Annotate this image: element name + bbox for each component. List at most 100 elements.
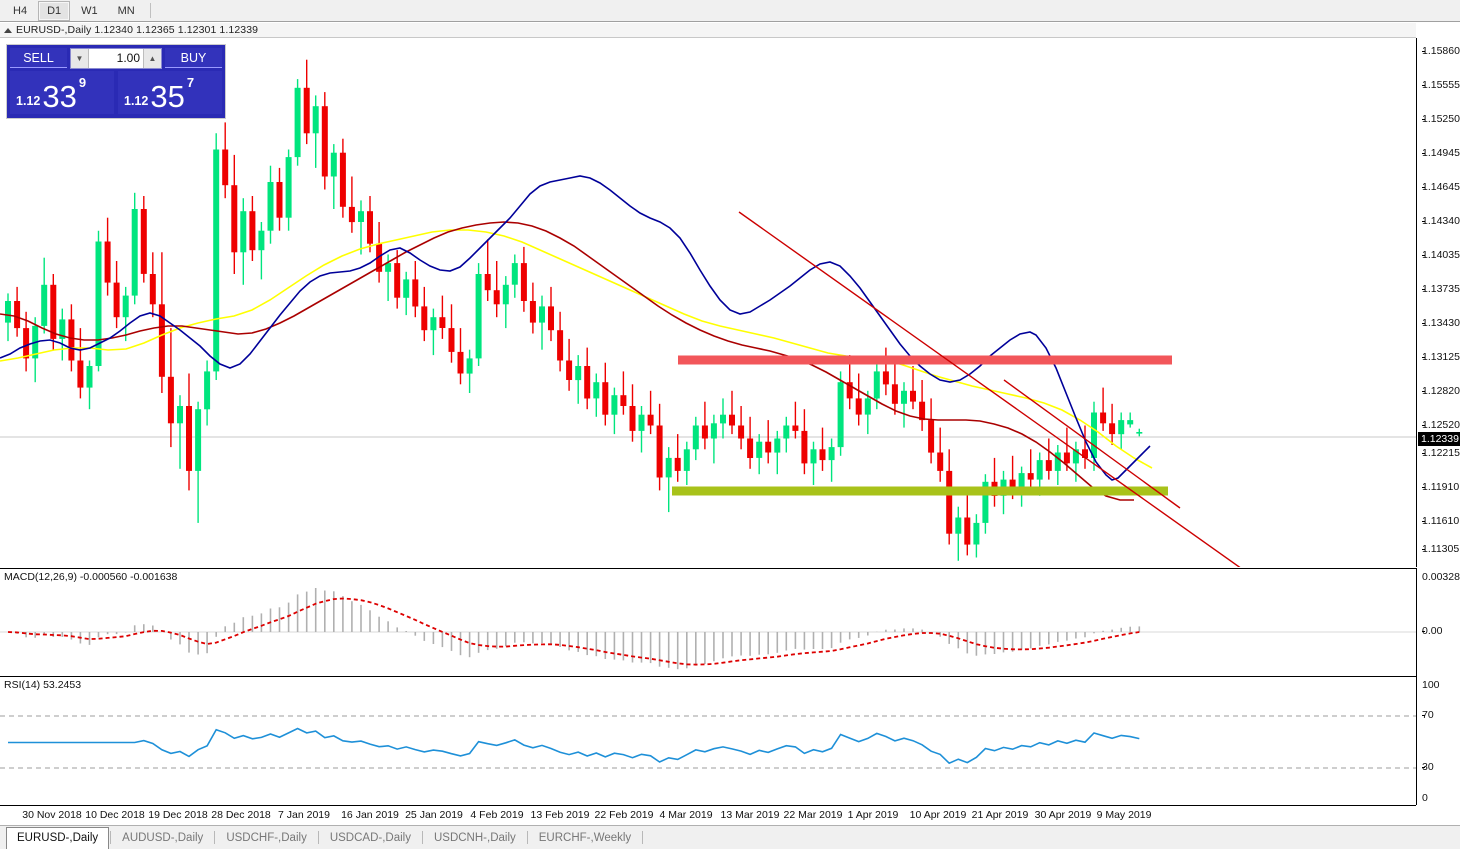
timeframe-w1[interactable]: W1 [81,4,98,17]
macd-tick-label: 0.00 [1422,625,1443,637]
macd-histogram [16,588,1141,670]
price-tick-label: 1.11610 [1422,515,1460,527]
price-tick: 1.15250 [1422,113,1460,125]
volume-stepper[interactable]: ▼ 1.00 ▲ [70,47,162,69]
rsi-tick-label: 0 [1422,792,1428,804]
ma-mid-line [0,221,1134,501]
date-tick: 21 Apr 2019 [971,809,1029,821]
timeframe-toolbar: H4 D1 W1 MN [0,0,1460,22]
tab-eurusd-daily[interactable]: EURUSD-,Daily [6,827,110,849]
price-tick-label: 1.13125 [1422,351,1460,363]
buy-price-cell[interactable]: 1.12 35 7 [118,71,222,114]
rsi-plot [0,715,1416,769]
rsi-tick-label: 70 [1422,709,1434,721]
price-tick: 1.12820 [1422,385,1460,397]
tab-divider [421,831,423,844]
rsi-tick: 0 [1422,792,1428,804]
price-plot[interactable] [0,38,1416,567]
ma-slow-line [0,229,1153,469]
sell-button[interactable]: SELL [10,48,67,68]
price-tick: 1.12215 [1422,447,1460,459]
price-tick-label: 1.14035 [1422,249,1460,261]
macd-tick: 0.00 [1422,625,1442,637]
timeframe-mn[interactable]: MN [117,4,135,17]
macd-tick-label: 0.003287 [1422,571,1460,583]
date-tick: 10 Dec 2018 [85,809,145,821]
rsi-pane[interactable]: RSI(14) 53.2453 [0,676,1416,805]
chart-titlebar: EURUSD-,Daily 1.12340 1.12365 1.12301 1.… [0,23,1416,38]
rsi-tick-label: 30 [1422,761,1434,773]
current-price-tag: 1.12339 [1418,432,1460,446]
collapse-triangle-icon[interactable] [4,27,12,33]
rsi-tick: 100 [1422,679,1440,691]
date-tick: 10 Apr 2019 [909,809,967,821]
price-tick: 1.14945 [1422,147,1460,159]
price-tick: 1.15555 [1422,79,1460,91]
chart-tab-bar: EURUSD-,Daily AUDUSD-,Daily USDCHF-,Dail… [0,825,1460,849]
date-tick: 28 Dec 2018 [211,809,271,821]
chevron-down-icon[interactable]: ▼ [71,48,89,68]
date-tick: 22 Feb 2019 [594,809,654,821]
price-tick: 1.13430 [1422,317,1460,329]
price-tick-label: 1.12820 [1422,385,1460,397]
tab-divider [214,831,216,844]
chevron-up-icon[interactable]: ▲ [143,48,161,68]
rsi-scale: 100 70 30 0 [1416,676,1460,805]
price-tick-label: 1.11910 [1422,481,1460,493]
one-click-trading-panel[interactable]: SELL ▼ 1.00 ▲ BUY 1.12 33 9 1.12 35 7 [6,44,226,119]
chart-title: EURUSD-,Daily 1.12340 1.12365 1.12301 1.… [16,24,259,36]
tab-divider [642,831,644,844]
date-scale[interactable]: 30 Nov 2018 10 Dec 2018 19 Dec 2018 28 D… [0,805,1416,823]
date-tick: 9 May 2019 [1096,809,1152,821]
buy-button[interactable]: BUY [165,48,222,68]
ma-fast-line [0,175,1151,481]
date-tick: 19 Dec 2018 [148,809,208,821]
price-tick: 1.14035 [1422,249,1460,261]
price-pane[interactable] [0,38,1416,567]
tab-divider [317,831,319,844]
price-tick-label: 1.14645 [1422,181,1460,193]
date-tick: 30 Nov 2018 [22,809,82,821]
tab-usdchf-daily[interactable]: USDCHF-,Daily [226,832,307,844]
chart-window: EURUSD-,Daily 1.12340 1.12365 1.12301 1.… [0,23,1460,825]
date-tick: 13 Feb 2019 [530,809,590,821]
trendline-lower[interactable] [1003,379,1181,509]
macd-plot [0,588,1416,670]
date-tick: 30 Apr 2019 [1034,809,1092,821]
sell-price-prefix: 1.12 [16,94,41,108]
price-tick-label: 1.11305 [1422,543,1460,555]
sell-price-cell[interactable]: 1.12 33 9 [10,71,114,114]
tab-usdcad-daily[interactable]: USDCAD-,Daily [329,832,411,844]
tab-usdcnh-daily[interactable]: USDCNH-,Daily [433,832,516,844]
rsi-label: RSI(14) 53.2453 [4,679,82,691]
date-tick: 13 Mar 2019 [720,809,780,821]
price-tick-label: 1.15860 [1422,45,1460,57]
tab-audusd-daily[interactable]: AUDUSD-,Daily [122,832,204,844]
tab-divider [110,831,112,844]
volume-input[interactable]: 1.00 [116,51,140,65]
date-tick: 22 Mar 2019 [783,809,843,821]
timeframe-h4[interactable]: H4 [13,4,28,17]
price-tick-label: 1.12520 [1422,419,1460,431]
price-tick-label: 1.14340 [1422,215,1460,227]
price-tick: 1.12520 [1422,419,1460,431]
buy-price-big: 35 [150,79,185,114]
price-tick-label: 1.15555 [1422,79,1460,91]
price-tick-label: 1.13430 [1422,317,1460,329]
toolbar-divider [149,3,151,18]
price-tick-label: 1.13735 [1422,283,1460,295]
tab-eurchf-weekly[interactable]: EURCHF-,Weekly [538,832,632,844]
timeframe-d1[interactable]: D1 [38,0,71,21]
oct-controls-row: SELL ▼ 1.00 ▲ BUY [7,45,225,71]
price-scale[interactable]: 1.15860 1.15555 1.15250 1.14945 1.14645 … [1416,38,1460,583]
date-tick: 4 Mar 2019 [659,809,713,821]
date-tick: 1 Apr 2019 [847,809,899,821]
macd-pane[interactable]: MACD(12,26,9) -0.000560 -0.001638 [0,568,1416,676]
price-tick: 1.14340 [1422,215,1460,227]
price-tick-label: 1.14945 [1422,147,1460,159]
trendline-upper[interactable] [738,211,1290,567]
macd-tick: 0.003287 [1422,571,1460,583]
price-tick-label: 1.12215 [1422,447,1460,459]
buy-price-fraction: 7 [186,75,195,90]
sell-price-fraction: 9 [78,75,87,90]
